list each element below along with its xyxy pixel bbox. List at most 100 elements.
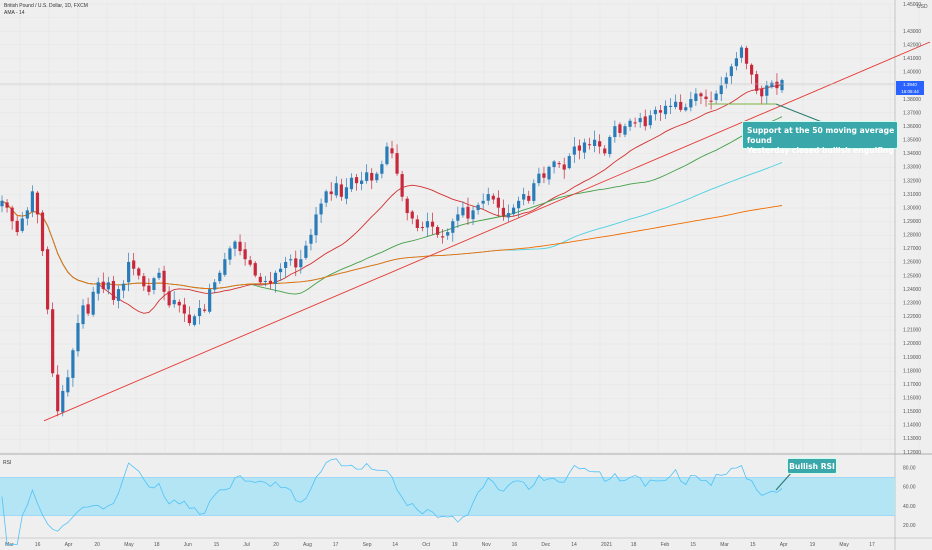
time-axis-label: Aug	[303, 542, 312, 548]
support-annotation[interactable]: Support at the 50 moving average found Y…	[742, 121, 898, 155]
candle-body	[567, 156, 571, 169]
candle-body	[319, 203, 323, 215]
price-axis-label: 1.34000	[903, 151, 921, 157]
currency-label: USD	[917, 4, 928, 10]
price-axis-label: 1.14000	[903, 423, 921, 429]
candle-body	[775, 81, 779, 89]
candle-body	[375, 173, 379, 181]
time-axis-label: Jul	[243, 542, 249, 548]
candle-body	[451, 221, 455, 233]
candle-body	[354, 177, 359, 184]
candle-body	[446, 232, 450, 236]
indicator-title: AMA - 14	[4, 10, 25, 16]
candle-body	[750, 64, 754, 75]
candle-body	[380, 164, 384, 174]
time-axis-label: 20	[94, 542, 100, 548]
rsi-axis-label: 80.00	[903, 465, 916, 471]
candle-body	[86, 304, 90, 314]
candle-body	[668, 105, 673, 107]
rsi-axis-label: 20.00	[903, 523, 916, 529]
time-axis-label: Mar	[720, 542, 729, 548]
candle-body	[623, 126, 627, 135]
candle-body	[106, 282, 110, 290]
moving-averages	[1, 83, 783, 314]
candle-body	[197, 308, 202, 317]
candle-body	[5, 202, 9, 208]
candle-body	[294, 258, 298, 268]
price-axis[interactable]: 1.450001.430001.420001.410001.400001.390…	[903, 2, 928, 456]
candles	[0, 45, 784, 417]
candle-body	[273, 272, 278, 284]
support-annotation-line1: Support at the 50 moving average found	[747, 126, 895, 145]
time-axis[interactable]: Mar 16 Apr 20 May 18 Jun 15 Jul 20 Aug 17 Sep 14 Oct 19…	[5, 542, 875, 548]
candle-body	[598, 141, 602, 147]
candle-body	[760, 89, 764, 97]
candle-body	[344, 187, 349, 199]
candle-body	[370, 172, 374, 181]
candle-body	[425, 221, 430, 228]
candle-body	[116, 289, 121, 301]
price-axis-label: 1.36000	[903, 124, 921, 130]
price-axis-label: 1.17000	[903, 382, 921, 388]
candle-body	[243, 249, 247, 260]
candle-body	[435, 227, 440, 235]
candle-body	[395, 153, 399, 174]
candle-body	[127, 261, 131, 283]
candle-body	[314, 214, 318, 236]
overlay-lines	[0, 41, 931, 422]
time-axis-label: Sep	[363, 542, 372, 548]
candle-body	[405, 198, 409, 214]
candle-body	[527, 195, 531, 201]
price-axis-label: 1.19000	[903, 355, 921, 361]
candle-body	[289, 259, 293, 261]
time-axis-label: 20	[273, 542, 279, 548]
candle-body	[132, 260, 136, 269]
candle-body	[658, 110, 663, 113]
price-axis-label: 1.23000	[903, 300, 921, 306]
price-axis-label: 1.42000	[903, 43, 921, 49]
time-axis-label: 15	[750, 542, 756, 548]
candle-body	[253, 263, 257, 276]
ma-20-line	[1, 83, 783, 314]
candle-body	[329, 191, 333, 195]
support-annotation-line2: Yesterday closed bullish engulfing	[747, 146, 894, 155]
candle-body	[56, 374, 60, 412]
candle-body	[284, 261, 288, 269]
time-axis-label: Apr	[780, 542, 788, 548]
candle-body	[30, 191, 34, 212]
candle-body	[385, 146, 389, 165]
rsi-band	[0, 477, 895, 516]
candle-body	[339, 184, 343, 197]
candle-body	[258, 276, 262, 283]
candle-body	[780, 80, 784, 91]
time-axis-label: 2021	[601, 542, 612, 548]
price-axis-label: 1.32000	[903, 178, 921, 184]
candle-body	[157, 272, 161, 278]
candle-body	[770, 82, 774, 88]
candle-body	[81, 305, 85, 325]
candle-body	[96, 282, 100, 294]
candle-body	[592, 139, 597, 147]
candle-body	[213, 282, 217, 290]
candle-body	[415, 219, 419, 228]
rsi-annotation[interactable]: Bullish RSI	[787, 458, 837, 474]
candle-body	[724, 77, 728, 84]
candle-body	[694, 93, 698, 101]
candle-body	[506, 213, 511, 218]
candle-body	[481, 200, 485, 204]
candle-body	[349, 177, 354, 190]
candle-body	[420, 227, 424, 229]
time-axis-label: 15	[690, 542, 696, 548]
candle-body	[719, 85, 723, 95]
candle-body	[228, 248, 232, 260]
candle-body	[603, 148, 607, 154]
time-axis-label: Feb	[661, 542, 670, 548]
candle-body	[137, 268, 141, 276]
candle-body	[582, 142, 587, 153]
candle-body	[643, 116, 647, 127]
time-axis-label: Apr	[65, 542, 73, 548]
candle-body	[182, 304, 186, 314]
price-axis-label: 1.21000	[903, 328, 921, 334]
